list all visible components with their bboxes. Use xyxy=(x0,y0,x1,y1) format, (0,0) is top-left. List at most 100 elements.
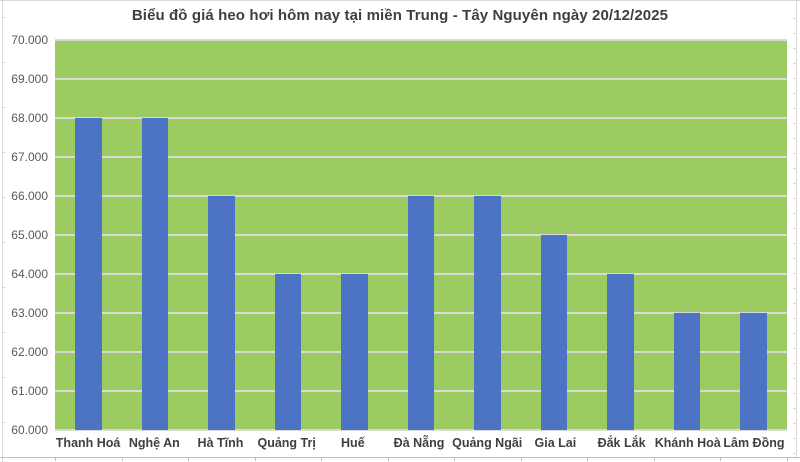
left-frame-tick xyxy=(2,62,6,63)
left-frame-tick xyxy=(2,17,6,18)
right-frame-tick xyxy=(793,378,797,379)
right-frame-tick xyxy=(793,288,797,289)
left-frame-tick xyxy=(2,377,6,378)
gridline xyxy=(55,156,787,158)
left-frame-tick xyxy=(2,152,6,153)
x-axis-category-tick xyxy=(653,457,655,461)
bar-slot xyxy=(587,40,654,430)
right-frame-tick xyxy=(793,423,797,424)
left-frame-tick xyxy=(2,422,6,423)
x-axis-category-tick xyxy=(254,457,256,461)
right-frame-tick xyxy=(793,93,797,94)
x-tick-label-hue: Huế xyxy=(341,436,365,450)
x-axis-category-tick xyxy=(387,457,389,461)
x-tick-label-dak-lak: Đắk Lắk xyxy=(597,436,646,450)
x-tick-label-quang-tri: Quảng Trị xyxy=(257,436,316,450)
x-axis-category-tick xyxy=(188,457,190,461)
x-axis-category-tick xyxy=(55,457,56,461)
left-frame-tick xyxy=(2,197,6,198)
right-frame-tick xyxy=(793,243,797,244)
y-tick-label: 61.000 xyxy=(11,384,48,398)
bar-slot xyxy=(122,40,189,430)
y-tick-label: 69.000 xyxy=(11,72,48,86)
right-frame-tick xyxy=(793,333,797,334)
right-frame-tick xyxy=(793,363,797,364)
bar-slot xyxy=(55,40,122,430)
left-frame-tick xyxy=(2,287,6,288)
bar-lam-dong xyxy=(740,313,768,430)
x-axis-category-tick xyxy=(787,457,788,461)
bar-khanh-hoa xyxy=(673,313,701,430)
right-frame-tick xyxy=(793,453,797,454)
gridline xyxy=(55,39,787,41)
bar-da-nang xyxy=(407,196,435,430)
right-frame-tick xyxy=(793,258,797,259)
right-frame-tick xyxy=(793,168,797,169)
right-frame-tick xyxy=(793,123,797,124)
x-tick-label-khanh-hoa: Khánh Hoà xyxy=(654,436,721,450)
bar-quang-tri xyxy=(274,274,302,430)
bar-thanh-hoa xyxy=(74,118,102,430)
right-frame-tick xyxy=(793,438,797,439)
bar-slot xyxy=(321,40,388,430)
y-tick-label: 70.000 xyxy=(11,33,48,47)
bar-series xyxy=(55,40,787,430)
right-frame-tick xyxy=(793,183,797,184)
right-frame-tick xyxy=(793,273,797,274)
right-frame-tick xyxy=(793,348,797,349)
frame-left-line xyxy=(2,0,3,462)
right-frame-tick xyxy=(793,18,797,19)
x-axis-category-tick xyxy=(121,457,123,461)
bar-slot xyxy=(521,40,588,430)
y-axis-tick-labels: 70.000 69.000 68.000 67.000 66.000 65.000 64.0… xyxy=(0,33,48,437)
x-tick-label-thanh-hoa: Thanh Hoá xyxy=(55,436,121,450)
x-axis-category-tick xyxy=(454,457,456,461)
right-frame-tick xyxy=(793,303,797,304)
x-tick-label-quang-ngai: Quảng Ngãi xyxy=(452,436,523,450)
x-axis-category-tick xyxy=(720,457,722,461)
right-frame-tick xyxy=(793,108,797,109)
x-tick-label-da-nang: Đà Nẵng xyxy=(393,436,445,450)
right-frame-tick xyxy=(793,138,797,139)
x-axis-category-tick xyxy=(520,457,522,461)
bar-slot xyxy=(388,40,455,430)
frame-top-line xyxy=(0,0,800,1)
left-frame-tick xyxy=(2,107,6,108)
x-axis-category-tick xyxy=(587,457,589,461)
gridline xyxy=(55,78,787,80)
plot-area xyxy=(55,39,787,431)
right-frame-tick xyxy=(793,228,797,229)
y-tick-label: 67.000 xyxy=(11,150,48,164)
bar-slot xyxy=(255,40,322,430)
right-frame-tick xyxy=(793,393,797,394)
bar-dak-lak xyxy=(607,274,634,430)
x-tick-label-nghe-an: Nghệ An xyxy=(128,436,180,450)
bar-ha-tinh xyxy=(208,196,235,430)
bar-hue xyxy=(341,274,368,430)
right-frame-tick xyxy=(793,198,797,199)
right-frame-tick xyxy=(793,48,797,49)
frame-right-line xyxy=(796,0,797,458)
left-frame-tick xyxy=(2,332,6,333)
right-frame-tick xyxy=(793,408,797,409)
left-frame-tick xyxy=(2,242,6,243)
chart-title: Biểu đồ giá heo hơi hôm nay tại miền Tru… xyxy=(131,7,669,24)
y-tick-label: 65.000 xyxy=(11,228,48,242)
bar-slot xyxy=(720,40,787,430)
bar-nghe-an xyxy=(141,118,169,430)
right-frame-tick xyxy=(793,63,797,64)
right-frame-tick xyxy=(793,318,797,319)
gridline xyxy=(55,117,787,119)
right-frame-tick xyxy=(793,213,797,214)
x-tick-label-ha-tinh: Hà Tĩnh xyxy=(197,436,244,450)
y-tick-label: 66.000 xyxy=(11,189,48,203)
x-axis-category-tick xyxy=(321,457,323,461)
bar-slot xyxy=(654,40,721,430)
right-frame-tick xyxy=(793,78,797,79)
right-frame-tick xyxy=(793,33,797,34)
x-tick-label-gia-lai: Gia Lai xyxy=(534,436,577,450)
x-tick-label-lam-dong: Lâm Đồng xyxy=(723,436,785,450)
bar-slot xyxy=(188,40,255,430)
y-tick-label: 68.000 xyxy=(11,111,48,125)
bar-gia-lai xyxy=(540,235,568,430)
